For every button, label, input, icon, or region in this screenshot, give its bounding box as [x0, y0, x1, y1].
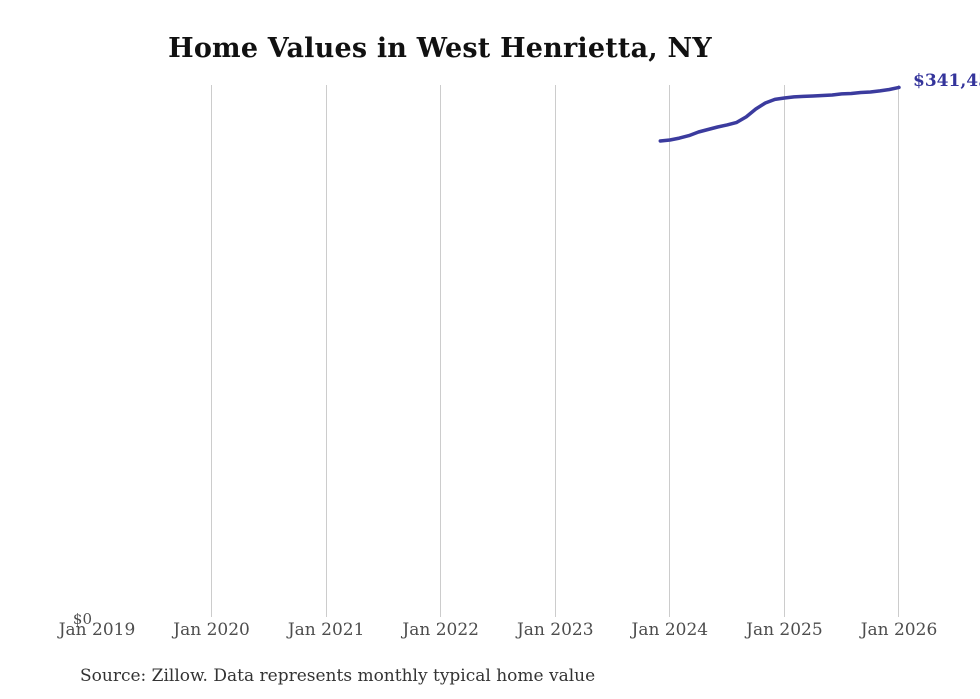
end-value-label: $341,45 [913, 71, 980, 91]
x-tick-label: Jan 2020 [173, 620, 250, 640]
value-line [658, 85, 901, 143]
x-tick-label: Jan 2022 [402, 620, 479, 640]
gridline [325, 85, 327, 617]
gridline [783, 85, 785, 617]
gridline [898, 85, 900, 617]
gridline [211, 85, 213, 617]
chart-title: Home Values in West Henrietta, NY [168, 33, 712, 64]
source-note: Source: Zillow. Data represents monthly … [80, 666, 596, 686]
x-tick-label: Jan 2025 [746, 620, 823, 640]
gridline [440, 85, 442, 617]
gridline [554, 85, 556, 617]
y-axis-zero-label: $0 [72, 610, 92, 628]
x-tick-label: Jan 2024 [631, 620, 709, 640]
x-tick-label: Jan 2026 [860, 620, 938, 640]
x-tick-label: Jan 2021 [287, 620, 365, 640]
x-tick-label: Jan 2019 [58, 620, 136, 640]
x-tick-label: Jan 2023 [516, 620, 594, 640]
gridline [669, 85, 671, 617]
